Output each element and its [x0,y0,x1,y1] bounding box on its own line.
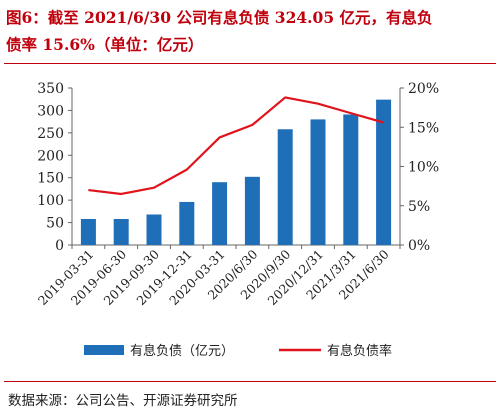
y-right-tick-label: 15% [408,120,439,136]
bar [113,218,129,245]
bar [310,119,326,245]
y-left-tick-label: 50 [46,216,64,232]
y-right-tick-label: 0% [408,238,430,254]
legend-label-bar: 有息负债（亿元） [130,343,234,359]
y-left-tick-label: 300 [37,103,64,119]
legend-swatch-bar [84,345,124,355]
bar [277,129,293,245]
y-left-tick-label: 100 [37,193,64,209]
y-left-tick-label: 150 [37,171,64,187]
y-left-tick-label: 250 [37,126,64,142]
y-left-tick-label: 350 [37,81,64,97]
bar [376,99,392,245]
series-line [88,96,384,196]
chart-title-line-1: 图6：截至 2021/6/30 公司有息负债 324.05 亿元，有息负 [6,8,433,27]
bar [244,176,260,245]
chart-title-line-2: 债率 15.6%（单位：亿元） [6,35,204,54]
bar [80,218,96,245]
y-right-tick-label: 20% [408,81,439,97]
bar [343,114,359,245]
y-left-tick-label: 200 [37,148,64,164]
chart-title: 图6：截至 2021/6/30 公司有息负债 324.05 亿元，有息负 债率 … [6,4,494,58]
title-divider [4,63,496,64]
y-left-tick-label: 0 [55,238,64,254]
y-right-tick-label: 10% [408,160,439,176]
source-divider [4,381,496,382]
bar [212,182,228,245]
source-note: 数据来源：公司公告、开源证券研究所 [8,393,238,409]
bar [179,201,195,245]
bar [146,214,162,245]
legend-label-line: 有息负债率 [327,343,392,359]
y-right-tick-label: 5% [408,199,430,215]
